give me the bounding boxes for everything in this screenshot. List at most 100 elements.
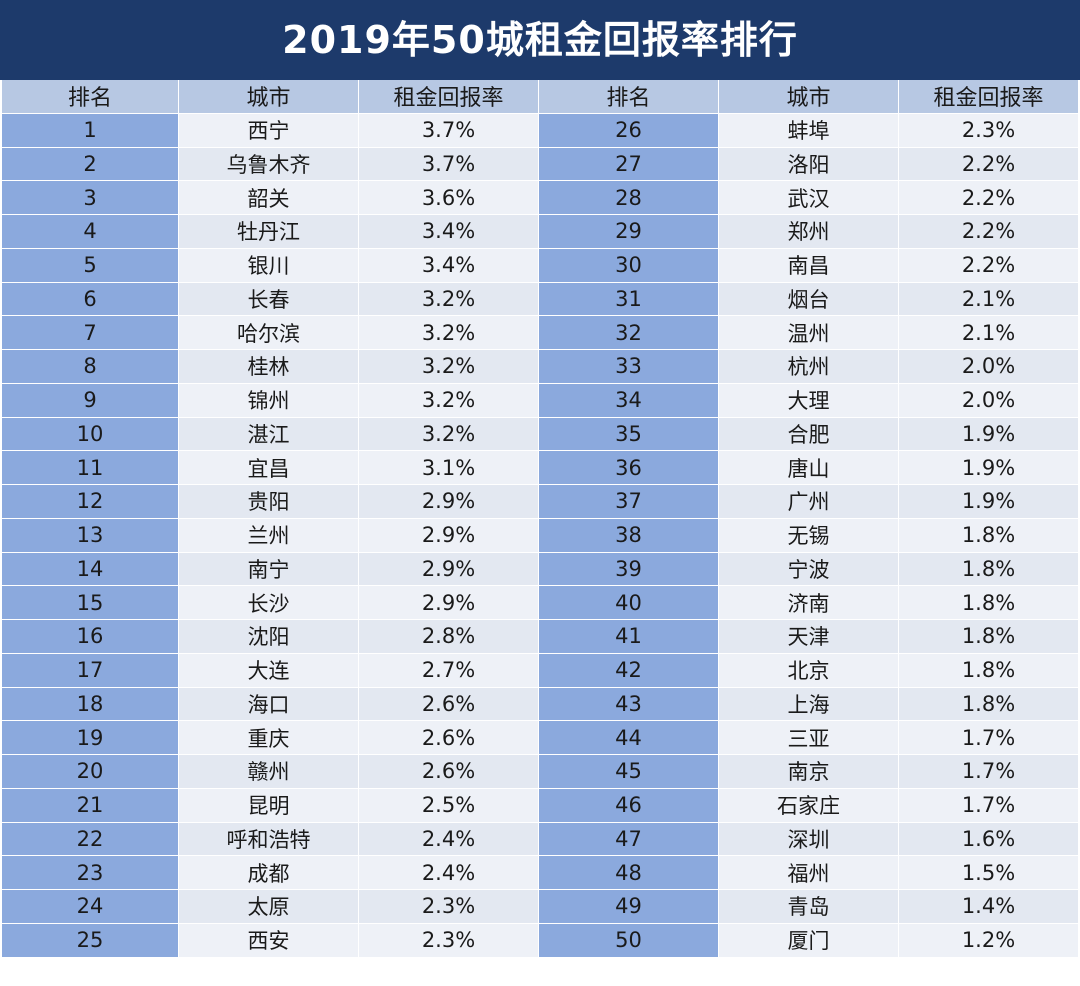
table-cell-rank-right: 37 [538,485,718,519]
table-cell-rank-right: 36 [538,451,718,485]
table-cell-rate-right: 2.0% [898,350,1078,384]
table-cell-city-right: 武汉 [718,181,898,215]
table-cell-rank-right: 40 [538,586,718,620]
table-cell-city-right: 蚌埠 [718,113,898,148]
table-cell-city-left: 西宁 [178,113,358,148]
table-cell-rate-right: 2.1% [898,282,1078,317]
rental-yield-table: 排名 城市 租金回报率 排名 城市 租金回报率 1 西宁 3.7% 26 蚌埠 2.3% 2… [2,80,1078,958]
table-cell-rank-left: 2 [2,147,178,182]
table-cell-rank-right: 39 [538,552,718,587]
table-cell-city-right: 北京 [718,653,898,688]
table-cell-rate-right: 1.9% [898,417,1078,452]
table-cell-rate-right: 2.2% [898,147,1078,182]
table-cell-rank-left: 7 [2,316,178,350]
table-cell-rank-left: 11 [2,451,178,485]
table-cell-rank-right: 33 [538,350,718,384]
table-cell-rank-left: 8 [2,350,178,384]
table-cell-rate-right: 1.8% [898,687,1078,722]
table-cell-city-right: 宁波 [718,552,898,587]
table-cell-city-left: 太原 [178,890,358,924]
header-city-left: 城市 [178,80,358,114]
table-cell-rank-left: 9 [2,383,178,418]
table-cell-rate-right: 1.7% [898,788,1078,823]
table-cell-city-left: 哈尔滨 [178,316,358,350]
table-cell-rate-left: 2.3% [358,890,538,924]
table-cell-city-right: 三亚 [718,721,898,755]
table-cell-rank-right: 28 [538,181,718,215]
table-cell-rate-left: 2.6% [358,687,538,722]
table-cell-rate-right: 1.8% [898,552,1078,587]
header-city-right: 城市 [718,80,898,114]
table-cell-city-right: 合肥 [718,417,898,452]
table-cell-city-right: 上海 [718,687,898,722]
table-cell-rate-left: 2.4% [358,822,538,857]
table-cell-rank-left: 23 [2,856,178,890]
table-cell-city-left: 重庆 [178,721,358,755]
table-cell-city-right: 杭州 [718,350,898,384]
table-cell-city-right: 无锡 [718,518,898,553]
table-cell-rank-left: 19 [2,721,178,755]
table-cell-rank-left: 3 [2,181,178,215]
table-cell-city-left: 银川 [178,248,358,283]
table-cell-rate-right: 2.0% [898,383,1078,418]
table-cell-rate-left: 2.4% [358,856,538,890]
table-cell-rate-right: 1.2% [898,923,1078,958]
table-cell-rate-left: 3.6% [358,181,538,215]
table-cell-city-right: 深圳 [718,822,898,857]
table-cell-rank-right: 48 [538,856,718,890]
table-cell-rank-right: 27 [538,147,718,182]
table-cell-rate-right: 2.1% [898,316,1078,350]
table-cell-rank-right: 50 [538,923,718,958]
table-cell-city-right: 石家庄 [718,788,898,823]
table-cell-city-right: 广州 [718,485,898,519]
table-cell-rate-left: 3.7% [358,113,538,148]
table-cell-city-left: 牡丹江 [178,215,358,249]
table-cell-rate-right: 1.8% [898,518,1078,553]
table-cell-rank-left: 5 [2,248,178,283]
table-cell-rate-right: 2.3% [898,113,1078,148]
table-cell-city-right: 福州 [718,856,898,890]
table-cell-rank-left: 12 [2,485,178,519]
table-cell-city-left: 湛江 [178,417,358,452]
table-cell-city-left: 成都 [178,856,358,890]
table-cell-city-left: 贵阳 [178,485,358,519]
table-cell-rank-right: 38 [538,518,718,553]
header-rate-left: 租金回报率 [358,80,538,114]
table-cell-city-right: 厦门 [718,923,898,958]
table-cell-city-right: 济南 [718,586,898,620]
table-cell-rank-right: 35 [538,417,718,452]
table-cell-city-left: 大连 [178,653,358,688]
table-cell-rate-left: 3.2% [358,383,538,418]
table-cell-city-left: 南宁 [178,552,358,587]
table-cell-rate-left: 2.9% [358,552,538,587]
table-cell-rate-left: 2.9% [358,586,538,620]
table-cell-rate-right: 1.7% [898,721,1078,755]
table-cell-rate-left: 2.9% [358,518,538,553]
header-rank-right: 排名 [538,80,718,114]
table-cell-rank-left: 10 [2,417,178,452]
table-cell-rank-left: 22 [2,822,178,857]
table-cell-rate-left: 2.5% [358,788,538,823]
table-cell-rank-left: 14 [2,552,178,587]
table-cell-rank-left: 16 [2,620,178,654]
table-cell-rate-right: 1.4% [898,890,1078,924]
table-cell-rank-left: 6 [2,282,178,317]
table-cell-rank-right: 44 [538,721,718,755]
table-cell-rate-left: 2.9% [358,485,538,519]
table-cell-city-left: 昆明 [178,788,358,823]
table-cell-rate-left: 3.7% [358,147,538,182]
table-cell-rate-right: 1.9% [898,485,1078,519]
table-cell-rank-right: 30 [538,248,718,283]
table-cell-city-left: 呼和浩特 [178,822,358,857]
table-cell-rank-right: 26 [538,113,718,148]
table-cell-rate-left: 3.4% [358,215,538,249]
table-cell-rate-right: 1.8% [898,586,1078,620]
table-cell-rate-left: 3.2% [358,350,538,384]
table-cell-rate-left: 2.3% [358,923,538,958]
table-cell-rank-right: 29 [538,215,718,249]
table-cell-rate-left: 2.6% [358,721,538,755]
table-cell-city-left: 宜昌 [178,451,358,485]
table-cell-rate-left: 3.1% [358,451,538,485]
table-cell-city-left: 兰州 [178,518,358,553]
table-cell-rate-right: 2.2% [898,248,1078,283]
